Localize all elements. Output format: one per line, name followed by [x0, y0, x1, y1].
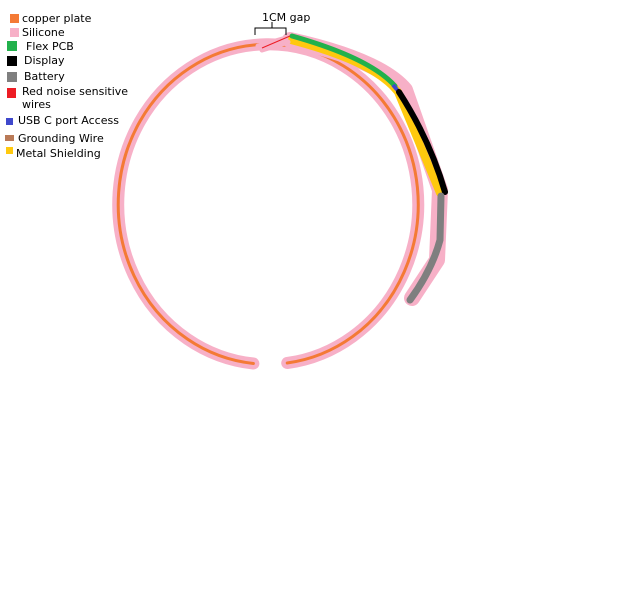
battery-strip	[406, 192, 445, 304]
grounding-wire-swatch	[5, 135, 14, 141]
copper-plate-swatch	[10, 14, 19, 23]
battery-swatch	[7, 72, 17, 82]
red-wires-swatch	[7, 88, 16, 98]
legend: copper plate Silicone Flex PCB Display B…	[0, 0, 160, 170]
metal-shielding-swatch	[6, 147, 13, 154]
flex-pcb-swatch	[7, 41, 17, 51]
legend-label: Battery	[24, 70, 65, 83]
legend-label: copper plate	[22, 12, 92, 25]
top-gap-red-wire	[261, 35, 291, 49]
silicone-ring	[112, 38, 425, 370]
gap-label: 1CM gap	[262, 11, 310, 24]
legend-label: Red noise sensitive wires	[22, 85, 129, 111]
legend-label: USB C port Access	[18, 114, 119, 127]
silicone-swatch	[10, 28, 19, 37]
legend-label: Silicone	[22, 26, 65, 39]
gap-bracket	[254, 27, 287, 35]
usb-c-swatch	[6, 118, 13, 125]
legend-label: Metal Shielding	[16, 147, 101, 160]
legend-label: Display	[24, 54, 65, 67]
flex-pcb-strip	[289, 33, 398, 89]
legend-label: Grounding Wire	[18, 132, 104, 145]
display-swatch	[7, 56, 17, 66]
display-strip	[396, 89, 448, 195]
legend-label: Flex PCB	[26, 40, 74, 53]
